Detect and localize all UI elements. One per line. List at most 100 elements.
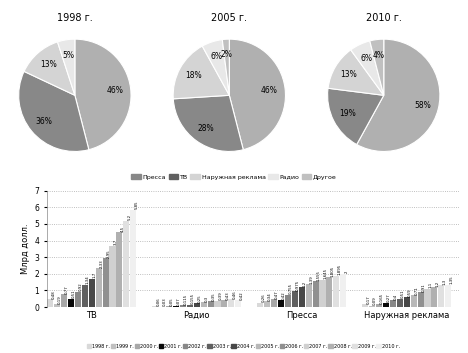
Text: 6%: 6%	[211, 52, 223, 61]
Text: 0,47: 0,47	[275, 290, 279, 299]
Wedge shape	[328, 50, 384, 95]
Text: 1,3: 1,3	[442, 279, 446, 285]
Text: 4%: 4%	[373, 51, 385, 60]
Text: 0,27: 0,27	[387, 294, 391, 302]
Y-axis label: Млрд долл.: Млрд долл.	[21, 223, 30, 274]
Bar	[333, 276, 339, 307]
Bar	[383, 303, 389, 307]
Bar	[271, 299, 277, 307]
Text: 0,51: 0,51	[401, 290, 405, 298]
Legend: Пресса, ТВ, Наружная реклама, Радио, Другое: Пресса, ТВ, Наружная реклама, Радио, Дру…	[129, 172, 339, 182]
Bar	[445, 285, 451, 307]
Text: 0,03: 0,03	[163, 298, 167, 306]
Bar	[228, 299, 234, 307]
Bar	[264, 301, 270, 307]
Text: 46%: 46%	[261, 86, 278, 95]
Text: 3,7: 3,7	[114, 239, 117, 245]
Bar	[362, 304, 368, 307]
Wedge shape	[328, 88, 384, 144]
Bar	[326, 277, 332, 307]
Text: 0,07: 0,07	[177, 297, 181, 306]
Wedge shape	[75, 39, 131, 150]
Text: 28%: 28%	[197, 124, 214, 132]
Bar	[369, 306, 375, 307]
Bar	[95, 268, 102, 307]
Text: 0,4: 0,4	[394, 294, 398, 300]
Bar	[390, 300, 396, 307]
Text: 0,25: 0,25	[198, 294, 202, 303]
Bar	[75, 292, 81, 307]
Bar	[123, 221, 129, 307]
Text: 36%: 36%	[35, 116, 52, 126]
Text: 0,26: 0,26	[261, 294, 265, 303]
Text: 0,35: 0,35	[212, 292, 216, 301]
Bar	[68, 299, 74, 307]
Bar	[166, 306, 172, 307]
Bar	[194, 303, 200, 307]
Bar	[180, 305, 186, 307]
Text: 1,555: 1,555	[317, 270, 321, 281]
Bar	[214, 301, 220, 307]
Bar	[292, 291, 298, 307]
Bar	[207, 301, 213, 307]
Bar	[404, 297, 410, 307]
Text: 0,42: 0,42	[282, 291, 286, 300]
Text: 1,35: 1,35	[449, 276, 453, 284]
Bar	[235, 300, 241, 307]
Bar	[110, 246, 116, 307]
Text: 18%: 18%	[186, 71, 202, 80]
Bar	[221, 300, 227, 307]
Wedge shape	[222, 39, 229, 95]
Bar	[439, 286, 445, 307]
Text: 0,39: 0,39	[219, 292, 223, 300]
Bar	[417, 292, 424, 307]
Text: 0,91: 0,91	[422, 283, 425, 292]
Bar	[285, 294, 291, 307]
Bar	[89, 279, 95, 307]
Text: 5%: 5%	[63, 51, 74, 60]
Bar	[376, 304, 382, 307]
Bar	[201, 302, 207, 307]
Text: 2%: 2%	[221, 50, 233, 59]
Bar	[397, 299, 403, 307]
Text: 1,645: 1,645	[323, 268, 328, 280]
Bar	[47, 299, 53, 307]
Text: 0,48: 0,48	[51, 290, 55, 299]
Bar	[320, 280, 326, 307]
Text: 0,17: 0,17	[366, 295, 370, 304]
Text: 58%: 58%	[415, 101, 431, 110]
Text: 0,975: 0,975	[296, 280, 300, 291]
Text: 4,5: 4,5	[120, 226, 124, 232]
Title: 2010 г.: 2010 г.	[366, 13, 402, 23]
Bar	[82, 285, 88, 307]
Text: 0,43: 0,43	[226, 291, 229, 300]
Bar	[173, 306, 179, 307]
Text: 0,19: 0,19	[58, 295, 62, 304]
Wedge shape	[173, 95, 243, 151]
Text: 0,115: 0,115	[184, 294, 188, 305]
Text: 2,95: 2,95	[107, 249, 110, 258]
Bar	[313, 281, 319, 307]
Bar	[299, 287, 305, 307]
Wedge shape	[229, 39, 285, 150]
Text: 0,06: 0,06	[156, 297, 161, 306]
Text: 0,05: 0,05	[170, 297, 174, 306]
Text: 0,34: 0,34	[268, 292, 272, 301]
Bar	[61, 294, 67, 307]
Wedge shape	[173, 46, 229, 99]
Bar	[102, 258, 109, 307]
Text: 0,46: 0,46	[233, 291, 236, 299]
Bar	[54, 304, 60, 307]
Text: 0,155: 0,155	[191, 293, 195, 304]
Bar	[306, 284, 312, 307]
Text: 6%: 6%	[360, 54, 373, 63]
Bar	[431, 287, 438, 307]
Text: 1,7: 1,7	[93, 272, 97, 279]
Text: 0,42: 0,42	[239, 291, 243, 300]
Text: 1,1: 1,1	[429, 282, 432, 288]
Wedge shape	[370, 39, 384, 95]
Title: 2005 г.: 2005 г.	[212, 13, 247, 23]
Text: 1,34: 1,34	[86, 276, 90, 285]
Wedge shape	[58, 39, 75, 95]
Text: 0,92: 0,92	[79, 283, 83, 292]
